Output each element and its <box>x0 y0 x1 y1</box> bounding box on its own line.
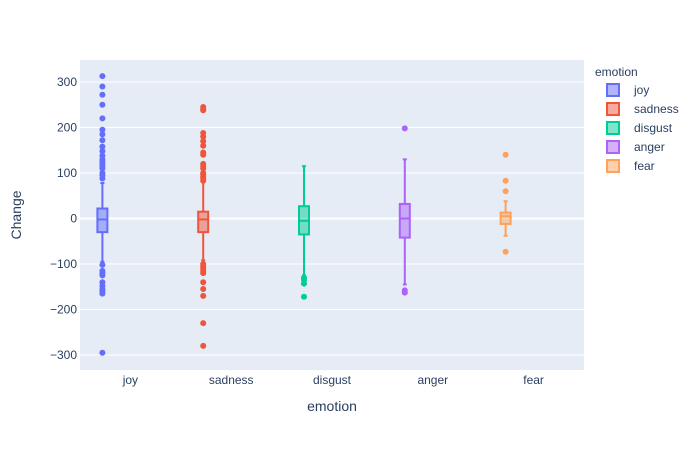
outlier-point <box>99 131 106 138</box>
outlier-point <box>99 101 106 108</box>
legend-item-joy[interactable]: joy <box>606 83 649 97</box>
outlier-point <box>99 143 106 150</box>
box-fear <box>499 151 512 255</box>
x-tick-label: anger <box>417 373 448 387</box>
y-tick-label: 300 <box>57 75 77 89</box>
y-tick-label: 0 <box>70 212 77 226</box>
outlier-point <box>200 138 207 145</box>
outlier-point <box>200 151 207 158</box>
outlier-point <box>200 142 207 149</box>
x-tick-label: disgust <box>313 373 352 387</box>
outlier-point <box>99 73 106 80</box>
outlier-point <box>502 177 509 184</box>
legend-swatch <box>606 140 620 154</box>
x-tick-label: fear <box>523 373 544 387</box>
x-tick-label: joy <box>122 373 138 387</box>
legend-label: disgust <box>634 121 673 135</box>
box-iqr <box>197 210 210 234</box>
legend-swatch <box>606 159 620 173</box>
legend-swatch <box>606 83 620 97</box>
outlier-point <box>99 148 106 155</box>
box-disgust <box>298 165 310 300</box>
box-iqr <box>398 202 411 239</box>
legend-item-fear[interactable]: fear <box>606 159 655 173</box>
outlier-point <box>200 270 207 277</box>
grid-lines <box>80 81 584 356</box>
box-iqr <box>499 211 512 225</box>
x-axis-title: emotion <box>307 398 357 414</box>
outlier-point <box>401 125 408 132</box>
outlier-point <box>99 272 106 279</box>
legend-item-disgust[interactable]: disgust <box>606 121 673 135</box>
outlier-point <box>99 290 106 297</box>
outlier-point <box>99 165 106 172</box>
outlier-point <box>502 248 509 255</box>
outlier-point <box>200 177 207 184</box>
box-anger <box>398 125 411 296</box>
outlier-point <box>200 342 207 349</box>
legend-title: emotion <box>595 65 638 79</box>
legend-label: sadness <box>634 102 679 116</box>
outlier-point <box>200 292 207 299</box>
outlier-point <box>99 137 106 144</box>
outlier-point <box>200 286 207 293</box>
legend-label: fear <box>634 159 655 173</box>
box-joy <box>96 73 109 356</box>
outlier-point <box>200 279 207 286</box>
boxes <box>96 73 512 356</box>
outlier-point <box>99 126 106 133</box>
legend-item-anger[interactable]: anger <box>606 140 665 154</box>
outlier-point <box>99 115 106 122</box>
outlier-point <box>200 165 207 172</box>
legend[interactable]: emotion joy sadness disgust anger fear <box>595 65 679 173</box>
legend-swatch <box>606 102 620 116</box>
legend-swatch <box>606 121 620 135</box>
box-sadness <box>197 104 210 349</box>
outlier-point <box>401 289 408 296</box>
y-tick-label: −200 <box>50 303 77 317</box>
outlier-point <box>502 188 509 195</box>
y-tick-label: −300 <box>50 348 77 362</box>
outlier-point <box>301 280 307 287</box>
legend-label: anger <box>634 140 665 154</box>
y-tick-label: 200 <box>57 121 77 135</box>
outlier-point <box>99 349 106 356</box>
legend-item-sadness[interactable]: sadness <box>606 102 679 116</box>
x-axis-ticks: joy sadness disgust anger fear <box>122 373 544 387</box>
outlier-point <box>200 107 207 114</box>
outlier-point <box>99 175 106 182</box>
outlier-point <box>200 133 207 140</box>
outlier-point <box>99 261 106 268</box>
outlier-point <box>301 293 307 300</box>
x-tick-label: sadness <box>209 373 254 387</box>
outlier-point <box>99 83 106 90</box>
outlier-point <box>200 320 207 327</box>
y-tick-label: −100 <box>50 257 77 271</box>
y-axis-ticks: 300 200 100 0 −100 −200 −300 <box>50 75 77 362</box>
outlier-point <box>502 151 509 158</box>
legend-label: joy <box>633 83 649 97</box>
y-axis-title: Change <box>8 190 24 239</box>
y-tick-label: 100 <box>57 166 77 180</box>
outlier-point <box>99 91 106 98</box>
